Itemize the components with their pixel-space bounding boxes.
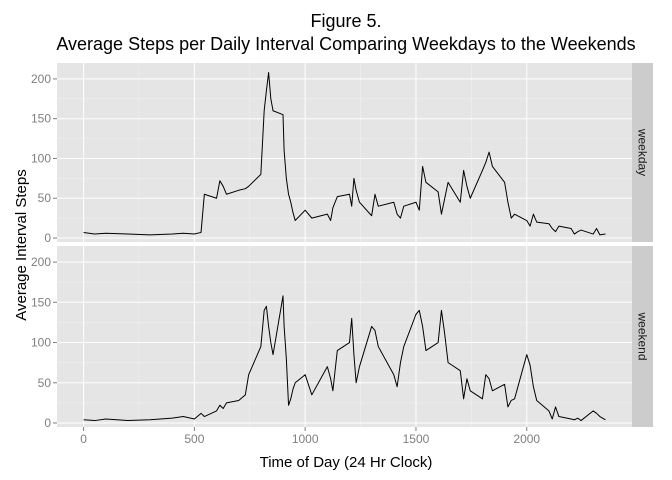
facet-weekend: 0 50 100 150 200 weekend <box>31 246 653 430</box>
facet-strip <box>632 63 653 242</box>
y-tick-label: 100 <box>31 336 51 350</box>
facet-weekday: 0 50 100 150 200 weekday <box>31 63 653 245</box>
x-tick-label: 2000 <box>513 432 540 446</box>
y-tick-label: 150 <box>31 112 51 126</box>
y-tick-label: 200 <box>31 255 51 269</box>
facet-strip <box>632 246 653 427</box>
panel-background <box>57 246 632 427</box>
facet-strip-label: weekend <box>636 311 650 360</box>
facet-panels: 0 50 100 150 200 weekday 0 50 100 150 200 weekend 0 5… <box>31 63 653 446</box>
y-tick-label: 100 <box>31 151 51 165</box>
series-line-weekday <box>83 72 606 236</box>
x-axis-title: Time of Day (24 Hr Clock) <box>260 454 433 471</box>
chart-title-line1: Figure 5. <box>310 11 381 31</box>
y-tick-label: 0 <box>44 416 51 430</box>
panel-background <box>57 63 632 242</box>
x-tick-label: 1500 <box>403 432 430 446</box>
y-tick-label: 50 <box>38 376 52 390</box>
x-tick-label: 0 <box>80 432 87 446</box>
y-tick-label: 150 <box>31 295 51 309</box>
series-line-weekend <box>83 295 606 422</box>
facet-strip-label: weekday <box>636 128 650 176</box>
y-tick-label: 0 <box>44 231 51 245</box>
x-tick-label: 1000 <box>292 432 319 446</box>
chart-title-line2: Average Steps per Daily Interval Compari… <box>56 34 635 54</box>
y-tick-label: 50 <box>38 191 52 205</box>
x-tick-label: 500 <box>184 432 204 446</box>
y-axis-title: Average Interval Steps <box>13 169 30 320</box>
y-tick-label: 200 <box>31 72 51 86</box>
